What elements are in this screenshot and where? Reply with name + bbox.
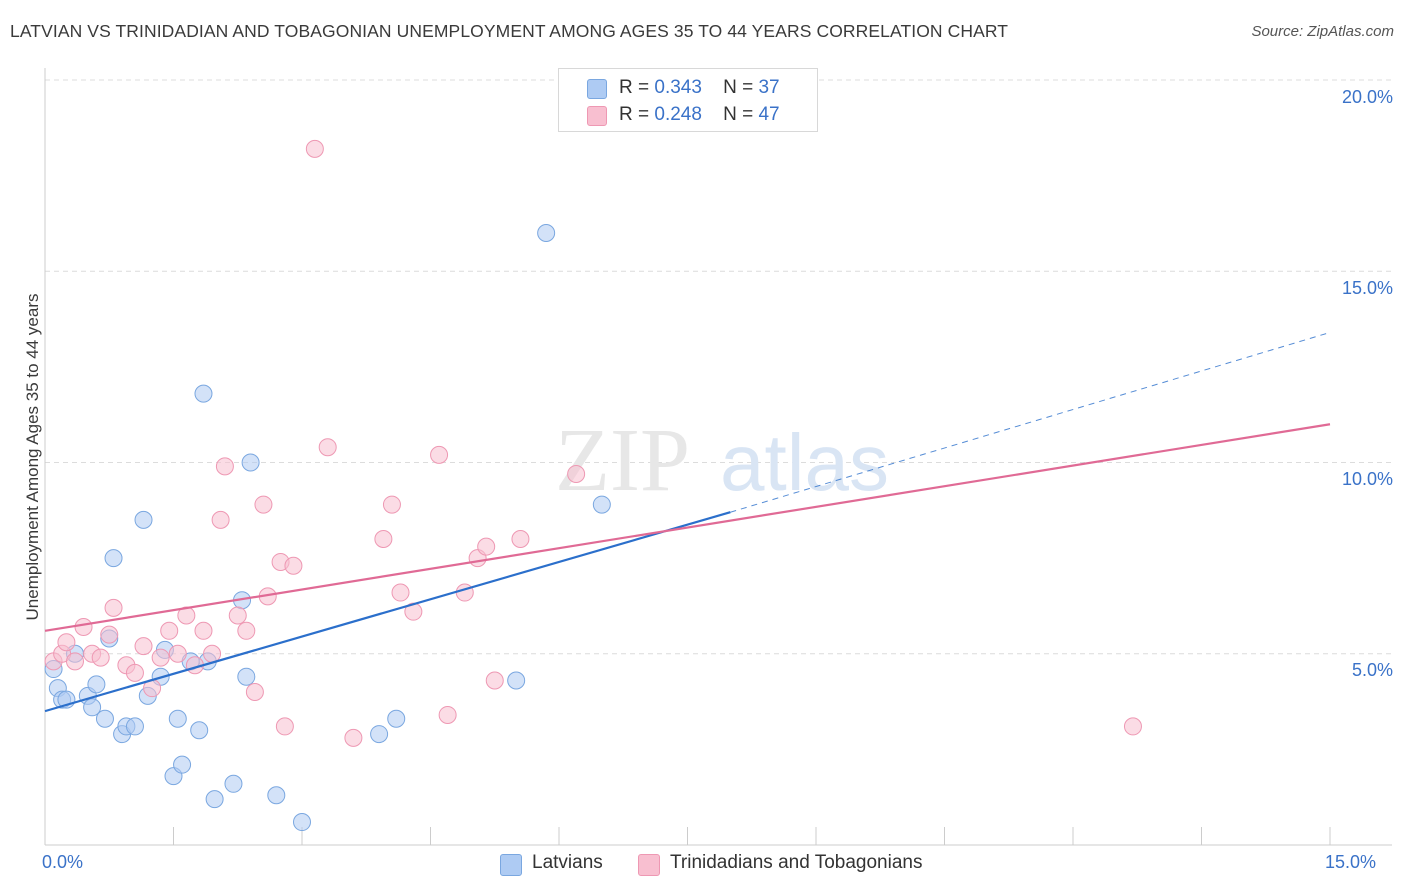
trinidadian-point-18 (194, 621, 213, 640)
latvian-point-8 (95, 709, 114, 728)
latvian-point-29 (241, 453, 260, 472)
trinidadian-point-29 (284, 556, 303, 575)
latvian-point-31 (293, 813, 311, 832)
trinidadian-point-3 (65, 652, 84, 671)
trinidadian-point-23 (237, 621, 256, 640)
trinidadians-legend-swatch (638, 854, 660, 876)
latvian-point-6 (83, 698, 102, 717)
source-label: Source: ZipAtlas.com (1251, 23, 1394, 40)
latvian-point-19 (168, 709, 187, 728)
latvians-swatch (587, 79, 607, 99)
y-tick-label-20: 20.0% (1341, 87, 1393, 107)
trinidadian-point-32 (344, 728, 363, 747)
trinidadian-point-22 (228, 606, 247, 625)
latvian-point-13 (125, 717, 144, 736)
y-tick-label-5: 5.0% (1351, 660, 1393, 680)
latvian-point-33 (387, 709, 406, 728)
latvians-trend-line (44, 511, 731, 713)
latvian-point-36 (592, 495, 611, 514)
legend-text-trinidadians: R = 0.248 N = 47 (619, 104, 780, 126)
trinidadians-swatch (587, 106, 607, 126)
latvian-point-34 (507, 671, 526, 690)
latvian-point-26 (224, 774, 243, 793)
trinidadian-point-31 (318, 438, 337, 457)
trinidadians-trend-line (44, 423, 1331, 632)
trinidadian-point-8 (104, 598, 123, 617)
trinidadian-point-19 (203, 644, 222, 663)
trinidadian-point-33 (374, 530, 393, 548)
trinidadian-point-38 (438, 705, 457, 724)
trinidadian-point-7 (100, 625, 119, 644)
x-tick-label-min: 0.0% (42, 852, 84, 872)
trinidadian-point-44 (567, 464, 586, 483)
latvian-point-10 (104, 549, 123, 568)
trinidadian-point-25 (254, 495, 273, 514)
r-value: 0.248 (654, 104, 702, 125)
n-label: N = (723, 77, 754, 98)
latvian-point-7 (87, 675, 106, 694)
trinidadian-point-10 (125, 663, 144, 682)
trinidadian-point-15 (168, 644, 187, 663)
trinidadian-point-6 (91, 648, 110, 667)
latvian-point-32 (370, 725, 389, 744)
trinidadian-point-41 (477, 537, 496, 556)
watermark-zip: ZIP (555, 411, 690, 510)
r-label: R = (619, 77, 650, 98)
y-tick-label-15: 15.0% (1341, 278, 1393, 298)
latvian-point-23 (194, 384, 213, 403)
x-tick-label-max: 15.0% (1325, 852, 1377, 872)
latvian-point-28 (237, 667, 256, 686)
latvian-point-25 (205, 790, 224, 809)
trinidadian-point-21 (215, 457, 234, 476)
trinidadian-point-43 (511, 530, 530, 548)
trinidadian-point-46 (1123, 717, 1142, 736)
trinidadian-point-35 (391, 583, 410, 602)
trinidadian-point-24 (245, 683, 264, 701)
legend-text-latvians: R = 0.343 N = 37 (619, 77, 780, 99)
trinidadian-point-20 (211, 510, 230, 529)
latvians-trend-extension (730, 331, 1331, 513)
trinidadian-point-34 (382, 495, 401, 514)
latvian-point-30 (267, 786, 286, 805)
n-label: N = (723, 104, 754, 125)
trinidadian-point-14 (160, 621, 179, 640)
y-axis-label: Unemployment Among Ages 35 to 44 years (23, 293, 42, 621)
latvian-point-35 (537, 224, 556, 242)
trinidadian-point-37 (430, 445, 449, 464)
y-tick-label-10: 10.0% (1341, 469, 1393, 489)
latvian-point-20 (173, 755, 192, 774)
trinidadian-point-13 (151, 648, 170, 667)
latvians-legend-label: Latvians (532, 852, 603, 873)
n-value: 37 (758, 77, 780, 98)
trinidadian-point-30 (305, 139, 324, 158)
trinidadian-point-42 (485, 671, 504, 690)
trinidadian-point-4 (74, 617, 93, 636)
trinidadian-point-2 (57, 633, 76, 652)
trinidadian-point-28 (275, 717, 294, 736)
watermark-atlas: atlas (720, 418, 889, 507)
n-value: 47 (758, 104, 780, 125)
latvian-point-14 (134, 510, 153, 529)
trinidadian-point-11 (134, 637, 153, 656)
latvians-legend-swatch (500, 854, 522, 876)
trinidadians-legend-label: Trinidadians and Tobagonians (670, 852, 923, 873)
correlation-legend: R = 0.343 N = 37 R = 0.248 N = 47 (558, 68, 818, 132)
chart-title: LATVIAN VS TRINIDADIAN AND TOBAGONIAN UN… (10, 21, 1009, 41)
r-value: 0.343 (654, 77, 702, 98)
latvian-point-22 (190, 721, 209, 740)
r-label: R = (619, 104, 650, 125)
